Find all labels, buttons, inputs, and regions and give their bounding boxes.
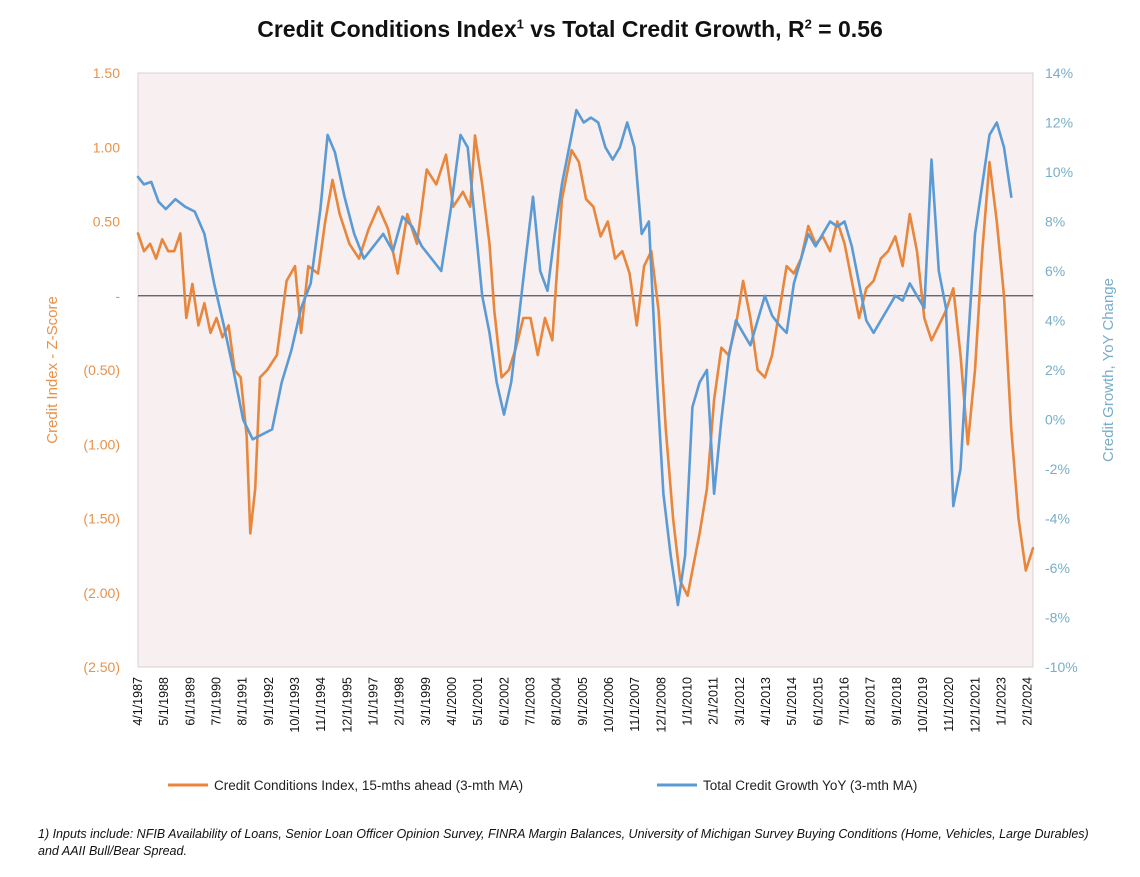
title-superscript-2: 2: [804, 16, 812, 32]
legend: Credit Conditions Index, 15-mths ahead (…: [168, 778, 917, 793]
chart-title: Credit Conditions Index1 vs Total Credit…: [0, 16, 1140, 43]
left-tick-label: (1.50): [83, 511, 120, 527]
left-axis-title: Credit Index - Z-Score: [44, 296, 61, 444]
left-tick-label: -: [115, 288, 120, 304]
x-tick-label: 6/1/2015: [811, 677, 825, 726]
x-tick-label: 9/1/2018: [890, 677, 904, 726]
right-tick-label: -6%: [1045, 560, 1070, 576]
right-tick-label: 10%: [1045, 164, 1073, 180]
right-axis-ticks: 14% 12% 10% 8% 6% 4% 2% 0% -2% -4% -6% -8% -10%: [1045, 65, 1078, 675]
x-tick-label: 4/1/2013: [759, 677, 773, 726]
left-tick-label: 0.50: [93, 214, 120, 230]
x-tick-label: 8/1/1991: [236, 677, 250, 726]
x-tick-label: 12/1/2008: [654, 677, 668, 733]
x-tick-label: 6/1/1989: [183, 677, 197, 726]
right-tick-label: 4%: [1045, 313, 1065, 329]
right-tick-label: 0%: [1045, 412, 1065, 428]
right-tick-label: 8%: [1045, 214, 1065, 230]
x-tick-label: 8/1/2017: [864, 677, 878, 726]
x-tick-label: 7/1/2016: [838, 677, 852, 726]
x-tick-label: 11/1/2020: [942, 677, 956, 732]
left-tick-label: 1.00: [93, 139, 120, 155]
x-tick-label: 7/1/1990: [210, 677, 224, 726]
x-tick-label: 2/1/2011: [707, 677, 721, 725]
x-tick-label: 3/1/1999: [419, 677, 433, 726]
x-tick-label: 11/1/2007: [628, 677, 642, 732]
x-tick-label: 8/1/2004: [550, 677, 564, 726]
series-group: [136, 108, 1035, 607]
series-line-credit-growth: [136, 108, 1013, 607]
left-axis-ticks: 1.50 1.00 0.50 - (0.50) (1.00) (1.50) (2.00) (2.…: [83, 65, 120, 675]
x-tick-label: 12/1/1995: [340, 677, 354, 733]
right-tick-label: 2%: [1045, 362, 1065, 378]
x-tick-label: 5/1/2001: [471, 677, 485, 726]
plot-area: [137, 72, 1034, 668]
x-tick-label: 11/1/1994: [314, 677, 328, 732]
x-tick-label: 1/1/2023: [995, 677, 1009, 726]
x-tick-label: 10/1/2019: [916, 677, 930, 733]
x-tick-label: 9/1/2005: [576, 677, 590, 726]
x-tick-label: 9/1/1992: [262, 677, 276, 726]
legend-label-credit-growth: Total Credit Growth YoY (3-mth MA): [703, 778, 917, 793]
x-tick-label: 5/1/2014: [785, 677, 799, 726]
title-end: = 0.56: [811, 16, 883, 42]
x-tick-label: 10/1/1993: [288, 677, 302, 733]
x-tick-label: 2/1/1998: [393, 677, 407, 726]
x-tick-label: 5/1/1988: [157, 677, 171, 726]
right-tick-label: -8%: [1045, 610, 1070, 626]
right-tick-label: 14%: [1045, 65, 1073, 81]
footnote: 1) Inputs include: NFIB Availability of …: [38, 827, 1089, 858]
right-tick-label: 12%: [1045, 115, 1073, 131]
right-tick-label: -4%: [1045, 511, 1070, 527]
left-tick-label: (1.00): [83, 436, 120, 452]
x-tick-label: 1/1/2010: [681, 677, 695, 726]
x-tick-label: 7/1/2003: [524, 677, 538, 726]
legend-label-credit-conditions: Credit Conditions Index, 15-mths ahead (…: [214, 778, 523, 793]
x-tick-label: 4/1/1987: [131, 677, 145, 726]
title-main: Credit Conditions Index: [257, 16, 517, 42]
left-tick-label: (2.00): [83, 585, 120, 601]
x-tick-label: 4/1/2000: [445, 677, 459, 726]
x-tick-label: 6/1/2002: [497, 677, 511, 726]
x-tick-label: 10/1/2006: [602, 677, 616, 733]
x-tick-label: 12/1/2021: [969, 677, 983, 733]
right-tick-label: 6%: [1045, 263, 1065, 279]
series-line-credit-conditions: [136, 134, 1035, 598]
left-tick-label: 1.50: [93, 65, 120, 81]
x-tick-label: 2/1/2024: [1021, 677, 1035, 726]
x-axis-ticks: 4/1/1987 5/1/1988 6/1/1989 7/1/1990 8/1/1991…: [131, 677, 1035, 733]
title-superscript-1: 1: [516, 16, 524, 32]
right-axis-title: Credit Growth, YoY Change: [1100, 278, 1117, 462]
right-tick-label: -2%: [1045, 461, 1070, 477]
x-tick-label: 3/1/2012: [733, 677, 747, 726]
title-middle: vs Total Credit Growth, R: [523, 16, 805, 42]
right-tick-label: -10%: [1045, 659, 1078, 675]
x-tick-label: 1/1/1997: [367, 677, 381, 726]
left-tick-label: (2.50): [83, 659, 120, 675]
left-tick-label: (0.50): [83, 362, 120, 378]
